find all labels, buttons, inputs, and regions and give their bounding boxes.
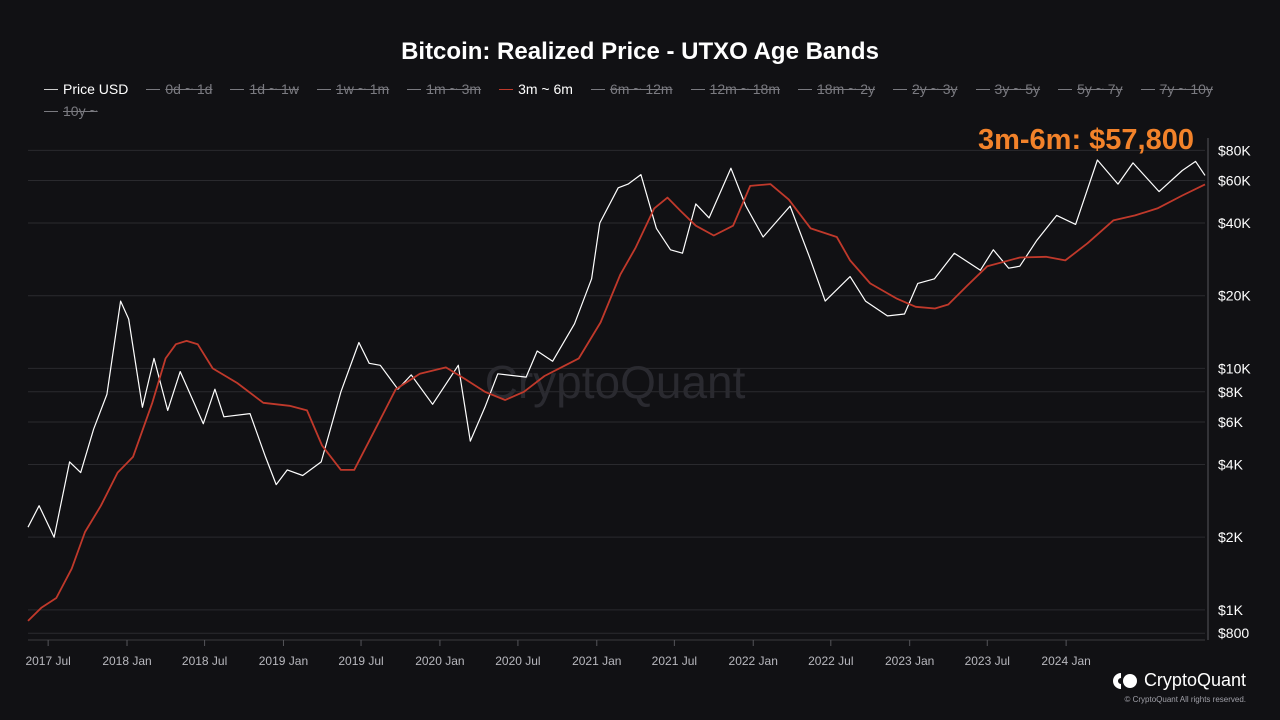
legend-swatch	[44, 88, 58, 90]
legend-item[interactable]: Price USD	[44, 80, 128, 98]
legend-label: 1d ~ 1w	[249, 81, 299, 97]
legend-swatch	[499, 88, 514, 90]
legend-label: 3y ~ 5y	[994, 81, 1041, 97]
legend-item[interactable]: 12m ~ 18m	[690, 80, 781, 98]
legend-label: 7y ~ 10y	[1159, 81, 1213, 97]
legend-label: 10y ~	[63, 103, 98, 119]
legend-label: 1m ~ 3m	[426, 81, 482, 97]
x-tick-label: 2023 Jan	[885, 654, 934, 668]
legend-label: 6m ~ 12m	[609, 81, 673, 97]
brand-name: CryptoQuant	[1143, 670, 1246, 690]
legend-swatch	[316, 88, 331, 90]
legend-swatch	[798, 88, 813, 90]
y-tick-label: $800	[1218, 625, 1249, 641]
legend-item[interactable]: 7y ~ 10y	[1140, 80, 1213, 98]
legend-item[interactable]: 18m ~ 2y	[798, 80, 875, 98]
legend-label: 0d ~ 1d	[165, 81, 213, 97]
y-tick-label: $2K	[1218, 529, 1244, 545]
legend-item[interactable]: 1d ~ 1w	[230, 80, 299, 98]
x-tick-label: 2018 Jan	[102, 654, 151, 668]
cryptoquant-logo-icon	[1112, 672, 1137, 689]
legend-item[interactable]: 1m ~ 3m	[407, 80, 481, 98]
y-tick-label: $1K	[1218, 602, 1244, 618]
x-tick-label: 2023 Jul	[965, 654, 1010, 668]
y-tick-label: $60K	[1218, 173, 1251, 189]
legend-item[interactable]: 10y ~	[44, 102, 98, 120]
y-tick-label: $10K	[1218, 360, 1251, 376]
legend-swatch	[893, 88, 907, 90]
x-tick-label: 2019 Jul	[338, 654, 383, 668]
legend-item[interactable]: 2y ~ 3y	[893, 80, 958, 98]
legend-item[interactable]: 0d ~ 1d	[146, 80, 212, 98]
legend-item[interactable]: 1w ~ 1m	[316, 80, 390, 98]
x-tick-label: 2021 Jul	[652, 654, 697, 668]
y-tick-label: $6K	[1218, 414, 1244, 430]
legend-swatch	[590, 88, 605, 90]
x-tick-label: 2019 Jan	[259, 654, 308, 668]
legend-item[interactable]: 6m ~ 12m	[590, 80, 673, 98]
brand-block: CryptoQuant	[1112, 670, 1246, 691]
y-tick-label: $4K	[1218, 456, 1244, 472]
y-tick-label: $80K	[1218, 142, 1251, 158]
chart-title: Bitcoin: Realized Price - UTXO Age Bands	[401, 38, 879, 65]
legend-swatch	[975, 88, 990, 90]
x-tick-label: 2022 Jul	[808, 654, 853, 668]
y-tick-label: $8K	[1218, 384, 1244, 400]
x-tick-label: 2018 Jul	[182, 654, 227, 668]
legend-swatch	[407, 88, 422, 90]
legend-swatch	[44, 110, 58, 112]
legend-item[interactable]: 5y ~ 7y	[1058, 80, 1123, 98]
legend-label: 18m ~ 2y	[817, 81, 875, 97]
chart-legend: Price USD 0d ~ 1d 1d ~ 1w 1w ~ 1m 1m ~ 3m 3m …	[44, 80, 1254, 120]
x-tick-label: 2021 Jan	[572, 654, 621, 668]
legend-swatch	[1140, 88, 1155, 90]
legend-label: 1w ~ 1m	[335, 81, 390, 97]
x-tick-label: 2024 Jan	[1041, 654, 1090, 668]
legend-label: Price USD	[63, 81, 129, 97]
y-tick-label: $20K	[1218, 288, 1251, 304]
x-tick-label: 2017 Jul	[25, 654, 70, 668]
legend-item[interactable]: 3m ~ 6m	[499, 80, 573, 98]
legend-swatch	[146, 88, 161, 90]
legend-label: 12m ~ 18m	[709, 81, 781, 97]
y-tick-label: $40K	[1218, 215, 1251, 231]
x-tick-label: 2020 Jan	[415, 654, 464, 668]
series-line-price-usd	[27, 159, 1206, 538]
legend-swatch	[230, 88, 245, 90]
legend-swatch	[1058, 88, 1073, 90]
series-line-3m-6m	[27, 183, 1206, 622]
legend-label: 2y ~ 3y	[912, 81, 958, 97]
watermark-text: CryptoQuant	[485, 356, 746, 408]
price-annotation: 3m-6m: $57,800	[977, 124, 1194, 156]
legend-label: 5y ~ 7y	[1077, 81, 1123, 97]
x-tick-label: 2022 Jan	[729, 654, 778, 668]
x-tick-label: 2020 Jul	[495, 654, 540, 668]
copyright-text: © CryptoQuant All rights reserved.	[1124, 695, 1247, 704]
legend-swatch	[690, 88, 705, 90]
legend-label: 3m ~ 6m	[518, 81, 573, 97]
legend-item[interactable]: 3y ~ 5y	[975, 80, 1041, 98]
